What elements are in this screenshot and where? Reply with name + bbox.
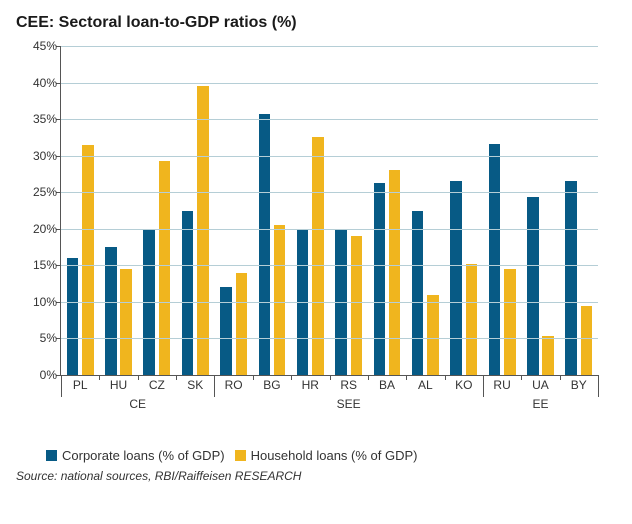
legend: Corporate loans (% of GDP) Household loa… xyxy=(16,448,616,463)
y-tick-label: 20% xyxy=(33,222,61,236)
legend-item-corporate: Corporate loans (% of GDP) xyxy=(46,448,225,463)
x-tick-mark xyxy=(445,375,446,380)
bar-household xyxy=(351,236,363,375)
swatch-corporate xyxy=(46,450,57,461)
x-tick-mark xyxy=(253,375,254,380)
source-text: Source: national sources, RBI/Raiffeisen… xyxy=(16,469,616,483)
region-tick-mark xyxy=(598,375,599,397)
legend-label-household: Household loans (% of GDP) xyxy=(251,448,418,463)
x-tick-mark xyxy=(368,375,369,380)
x-tick-label: HR xyxy=(302,375,319,392)
bar-household xyxy=(504,269,516,375)
x-tick-mark xyxy=(99,375,100,380)
region-label: EE xyxy=(532,375,548,411)
bars-layer xyxy=(61,46,598,375)
x-tick-label: RO xyxy=(225,375,243,392)
bar-corporate xyxy=(67,258,79,375)
y-tick-label: 10% xyxy=(33,295,61,309)
region-tick-mark xyxy=(483,375,484,397)
y-tick-label: 40% xyxy=(33,76,61,90)
bar-corporate xyxy=(143,229,155,375)
x-tick-label: BG xyxy=(263,375,280,392)
bar-corporate xyxy=(259,114,271,375)
x-tick-mark xyxy=(521,375,522,380)
y-tick-label: 35% xyxy=(33,112,61,126)
legend-item-household: Household loans (% of GDP) xyxy=(235,448,418,463)
x-tick-mark xyxy=(176,375,177,380)
bar-household xyxy=(466,264,478,375)
region-label: SEE xyxy=(337,375,361,411)
swatch-household xyxy=(235,450,246,461)
x-tick-label: CZ xyxy=(149,375,165,392)
chart-title: CEE: Sectoral loan-to-GDP ratios (%) xyxy=(16,14,616,32)
bar-household xyxy=(236,273,248,375)
x-tick-mark xyxy=(291,375,292,380)
x-tick-label: BA xyxy=(379,375,395,392)
bar-corporate xyxy=(527,197,539,375)
bar-household xyxy=(312,137,324,375)
bar-corporate xyxy=(450,181,462,375)
bar-household xyxy=(82,145,94,375)
x-tick-label: RU xyxy=(493,375,510,392)
bar-household xyxy=(581,306,593,375)
bar-corporate xyxy=(565,181,577,375)
x-tick-label: KO xyxy=(455,375,472,392)
bar-household xyxy=(274,225,286,375)
bar-corporate xyxy=(412,211,424,376)
x-tick-label: SK xyxy=(187,375,203,392)
bar-household xyxy=(197,86,209,375)
region-tick-mark xyxy=(214,375,215,397)
bar-corporate xyxy=(182,211,194,376)
chart-container: 0% 5% 10% 15% 20% 25% 30% 35% 40% 45% PL HU CZ SK RO BG… xyxy=(16,40,606,440)
plot-area: 0%5%10%15%20%25%30%35%40%45%PLHUCZSKROBG… xyxy=(60,46,598,376)
y-tick-label: 5% xyxy=(40,331,61,345)
y-tick-label: 45% xyxy=(33,39,61,53)
y-tick-label: 0% xyxy=(40,368,61,382)
x-tick-mark xyxy=(560,375,561,380)
x-tick-label: AL xyxy=(418,375,433,392)
x-tick-mark xyxy=(406,375,407,380)
x-tick-label: HU xyxy=(110,375,127,392)
bar-household xyxy=(120,269,132,375)
bar-corporate xyxy=(489,144,501,375)
x-tick-mark xyxy=(330,375,331,380)
region-label: CE xyxy=(129,375,146,411)
y-tick-label: 30% xyxy=(33,149,61,163)
bar-corporate xyxy=(297,229,309,375)
bar-household xyxy=(159,161,171,375)
bar-household xyxy=(542,336,554,375)
bar-household xyxy=(389,170,401,375)
bar-corporate xyxy=(220,287,232,375)
bar-household xyxy=(427,295,439,375)
legend-label-corporate: Corporate loans (% of GDP) xyxy=(62,448,225,463)
region-tick-mark xyxy=(61,375,62,397)
y-tick-label: 15% xyxy=(33,258,61,272)
y-tick-label: 25% xyxy=(33,185,61,199)
bar-corporate xyxy=(374,183,386,375)
bar-corporate xyxy=(335,229,347,375)
x-tick-label: BY xyxy=(571,375,587,392)
bar-corporate xyxy=(105,247,117,375)
x-tick-label: PL xyxy=(73,375,88,392)
